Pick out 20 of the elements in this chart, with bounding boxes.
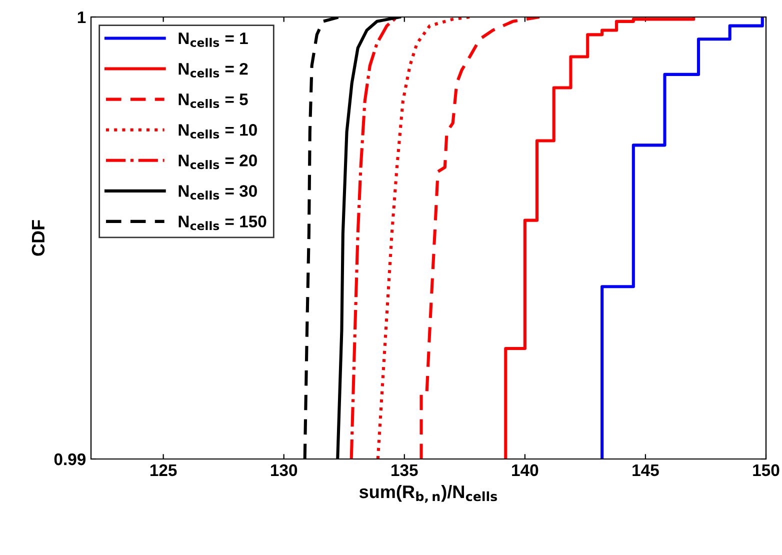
x-tick-label: 125 [150,464,177,476]
x-tick-label: 135 [392,464,418,476]
legend-label: N$_{cells}$ = 150 [178,216,266,230]
line-series [420,17,541,459]
legend-label: N$_{cells}$ = 2 [178,62,248,78]
legend-label: N$_{cells}$ = 20 [178,154,257,170]
y-axis-title: CDF [32,220,45,256]
x-tick-label: 130 [271,464,298,476]
line-series [376,17,472,459]
legend-label: N$_{cells}$ = 5 [178,94,248,108]
x-tick-label: 140 [512,464,538,476]
y-tick-label: 1 [78,12,86,24]
legend-label: N$_{cells}$ = 1 [178,32,248,47]
line-series [350,17,398,459]
legend-label: N$_{cells}$ = 30 [178,185,257,200]
y-tick-label: 0.99 [54,453,86,466]
x-axis-title: sum(R$_{b,n}$)/N$_{cells}$ [359,484,498,503]
legend-label: N$_{cells}$ = 10 [178,124,257,139]
x-tick-label: 150 [753,464,780,476]
x-tick-label: 145 [632,464,659,476]
